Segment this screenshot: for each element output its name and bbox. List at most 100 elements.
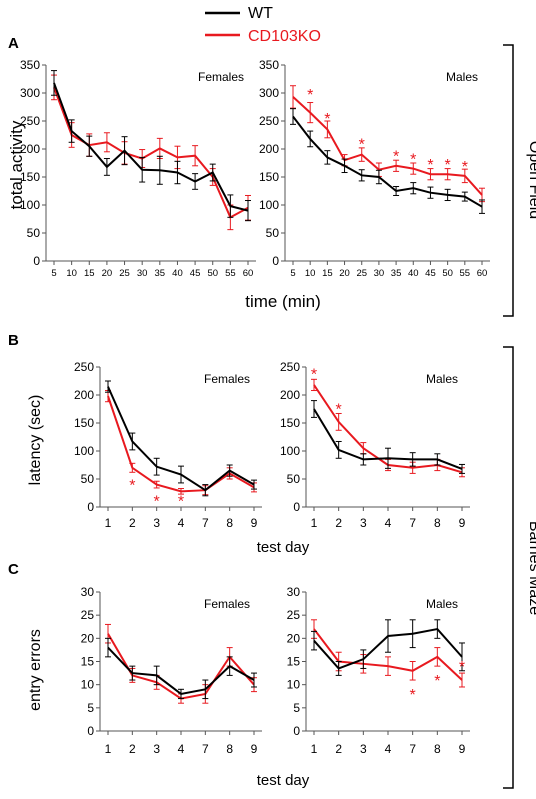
significance-asterisk: * xyxy=(445,157,451,174)
x-tick-label: 3 xyxy=(153,516,160,530)
x-tick-label: 7 xyxy=(202,516,209,530)
x-tick-label: 20 xyxy=(102,268,113,279)
x-tick-label: 2 xyxy=(129,516,136,530)
legend-ko-label: CD103KO xyxy=(248,28,321,45)
bracket-barnes-maze xyxy=(503,346,514,789)
series-line-wt xyxy=(107,386,255,492)
y-tick-label: 250 xyxy=(20,114,40,128)
x-tick-label: 10 xyxy=(305,268,316,279)
significance-asterisk: * xyxy=(324,111,330,128)
y-tick-label: 200 xyxy=(259,142,279,156)
x-tick-label: 9 xyxy=(459,742,466,756)
significance-asterisk: * xyxy=(410,152,416,169)
significance-asterisk: * xyxy=(359,136,365,153)
y-tick-label: 20 xyxy=(81,631,95,645)
panel-letter-b: B xyxy=(8,332,19,349)
chart-title: Females xyxy=(198,70,244,84)
x-tick-label: 30 xyxy=(137,268,148,279)
significance-asterisk: * xyxy=(154,493,160,510)
y-tick-label: 0 xyxy=(293,500,300,514)
y-tick-label: 0 xyxy=(87,724,94,738)
series-line-wt xyxy=(53,82,249,212)
chart-title: Females xyxy=(204,597,250,611)
x-label-test-day-c: test day xyxy=(257,772,310,789)
x-tick-label: 1 xyxy=(105,742,112,756)
chart-title: Males xyxy=(446,70,478,84)
significance-asterisk: * xyxy=(462,159,468,176)
x-tick-label: 9 xyxy=(459,516,466,530)
significance-asterisk: * xyxy=(393,149,399,166)
x-tick-label: 1 xyxy=(311,742,318,756)
y-tick-label: 30 xyxy=(287,585,301,599)
y-tick-label: 200 xyxy=(280,388,300,402)
x-tick-label: 8 xyxy=(434,516,441,530)
y-tick-label: 250 xyxy=(74,360,94,374)
x-tick-label: 8 xyxy=(434,742,441,756)
chart-panel-c-females: 0 5 10 15 20 25 30 1 2 3 4 7 8 9 Females xyxy=(81,585,262,756)
x-tick-label: 50 xyxy=(207,268,218,279)
y-tick-label: 250 xyxy=(280,360,300,374)
panel-letter-c: C xyxy=(8,561,19,578)
chart-panel-b-males: 0 50 100 150 200 250 1 2 3 4 7 8 9 Males * * xyxy=(280,360,470,530)
series-line-wt xyxy=(107,646,255,695)
y-tick-label: 150 xyxy=(280,416,300,430)
y-tick-label: 30 xyxy=(81,585,95,599)
bracket-open-field xyxy=(503,44,514,317)
series-line-wt xyxy=(292,115,483,208)
y-tick-label: 150 xyxy=(20,170,40,184)
x-tick-label: 2 xyxy=(335,742,342,756)
x-tick-label: 55 xyxy=(460,268,471,279)
x-tick-label: 1 xyxy=(311,516,318,530)
significance-asterisk: * xyxy=(336,401,342,418)
significance-asterisk: * xyxy=(410,687,416,704)
section-label-barnes-maze: Barnes Maze xyxy=(526,521,536,615)
x-tick-label: 15 xyxy=(322,268,333,279)
x-tick-label: 25 xyxy=(119,268,130,279)
y-tick-label: 0 xyxy=(33,254,40,268)
x-label-test-day-b: test day xyxy=(257,539,310,556)
y-tick-label: 150 xyxy=(259,170,279,184)
chart-panel-a-males: 0 50 100 150 200 250 300 350 5 10 15 20 25 30 35 40 45 50… xyxy=(259,58,490,279)
x-tick-label: 4 xyxy=(385,742,392,756)
x-tick-label: 40 xyxy=(172,268,183,279)
significance-asterisk: * xyxy=(434,673,440,690)
y-tick-label: 100 xyxy=(20,198,40,212)
x-tick-label: 9 xyxy=(251,742,258,756)
x-tick-label: 1 xyxy=(105,516,112,530)
panel-letter-a: A xyxy=(8,35,19,52)
x-tick-label: 30 xyxy=(374,268,385,279)
x-tick-label: 7 xyxy=(409,742,416,756)
chart-panel-a-females: 0 50 100 150 200 250 300 350 5 10 15 20 25 30 35 40 45 50… xyxy=(20,58,256,279)
y-tick-label: 50 xyxy=(266,226,280,240)
x-tick-label: 5 xyxy=(51,268,56,279)
y-tick-label: 250 xyxy=(259,114,279,128)
y-tick-label: 100 xyxy=(74,444,94,458)
y-tick-label: 300 xyxy=(20,86,40,100)
y-tick-label: 100 xyxy=(280,444,300,458)
x-tick-label: 35 xyxy=(391,268,402,279)
x-tick-label: 7 xyxy=(202,742,209,756)
y-tick-label: 5 xyxy=(87,701,94,715)
x-tick-label: 4 xyxy=(178,516,185,530)
y-tick-label: 300 xyxy=(259,86,279,100)
y-tick-label: 5 xyxy=(293,701,300,715)
y-tick-label: 50 xyxy=(27,226,41,240)
x-tick-label: 35 xyxy=(155,268,166,279)
x-tick-label: 7 xyxy=(409,516,416,530)
x-tick-label: 2 xyxy=(129,742,136,756)
y-tick-label: 10 xyxy=(287,678,301,692)
legend-wt-label: WT xyxy=(248,5,273,22)
x-tick-label: 20 xyxy=(339,268,350,279)
x-tick-label: 15 xyxy=(84,268,95,279)
x-label-time: time (min) xyxy=(245,292,321,311)
significance-asterisk: * xyxy=(427,157,433,174)
y-tick-label: 350 xyxy=(20,58,40,72)
x-tick-label: 3 xyxy=(360,516,367,530)
series-line-ko xyxy=(292,96,483,196)
y-tick-label: 0 xyxy=(87,500,94,514)
x-tick-label: 4 xyxy=(178,742,185,756)
y-label-total-activity: total activity xyxy=(7,120,26,209)
x-tick-label: 8 xyxy=(226,742,233,756)
series-line-wt xyxy=(313,627,463,670)
significance-asterisk: * xyxy=(178,493,184,510)
